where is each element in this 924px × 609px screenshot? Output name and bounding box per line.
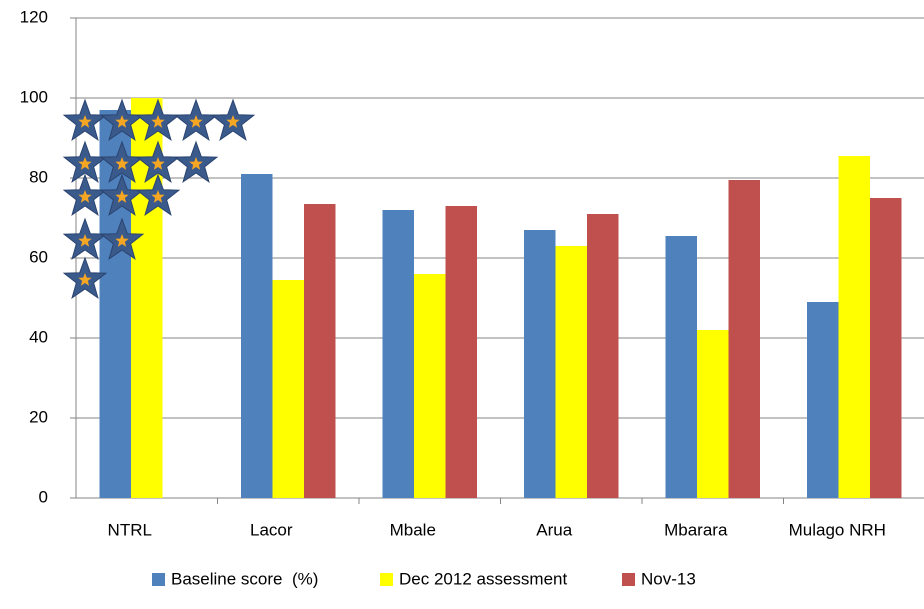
bar (697, 330, 729, 498)
star-center (78, 273, 92, 286)
x-tick-label: Mulago NRH (789, 520, 886, 539)
bar (445, 206, 477, 498)
bar (807, 302, 839, 498)
star-center (151, 157, 165, 170)
star-center (189, 157, 203, 170)
bar (414, 274, 446, 498)
y-tick-label: 80 (29, 167, 48, 186)
bar (728, 180, 760, 498)
star-center (78, 190, 92, 203)
star-center (151, 190, 165, 203)
bar (870, 198, 902, 498)
bar (524, 230, 556, 498)
star-decorations (62, 98, 256, 299)
bar (241, 174, 273, 498)
bar (587, 214, 619, 498)
legend-label: Baseline score (%) (171, 569, 318, 588)
y-tick-label: 20 (29, 407, 48, 426)
y-tick-label: 100 (20, 87, 48, 106)
star-center (115, 115, 129, 128)
bar (555, 246, 587, 498)
bar (304, 204, 336, 498)
bar (838, 156, 870, 498)
legend-swatch (622, 573, 635, 586)
star-center (115, 234, 129, 247)
star-center (151, 115, 165, 128)
star-center (78, 157, 92, 170)
star-center (189, 115, 203, 128)
star-center (78, 234, 92, 247)
bar (272, 280, 304, 498)
y-tick-label: 40 (29, 327, 48, 346)
x-tick-label: NTRL (108, 520, 152, 539)
star-center (115, 190, 129, 203)
star-center (78, 115, 92, 128)
star-center (226, 115, 240, 128)
x-tick-label: Mbarara (664, 520, 728, 539)
x-tick-label: Lacor (250, 520, 293, 539)
legend-swatch (152, 573, 165, 586)
y-tick-label: 0 (39, 487, 48, 506)
x-tick-label: Arua (536, 520, 572, 539)
x-tick-label: Mbale (390, 520, 436, 539)
bar (665, 236, 697, 498)
y-tick-label: 60 (29, 247, 48, 266)
y-tick-label: 120 (20, 7, 48, 26)
bar (382, 210, 414, 498)
legend-label: Nov-13 (641, 569, 696, 588)
legend-swatch (380, 573, 393, 586)
legend-label: Dec 2012 assessment (399, 569, 567, 588)
star-center (115, 157, 129, 170)
